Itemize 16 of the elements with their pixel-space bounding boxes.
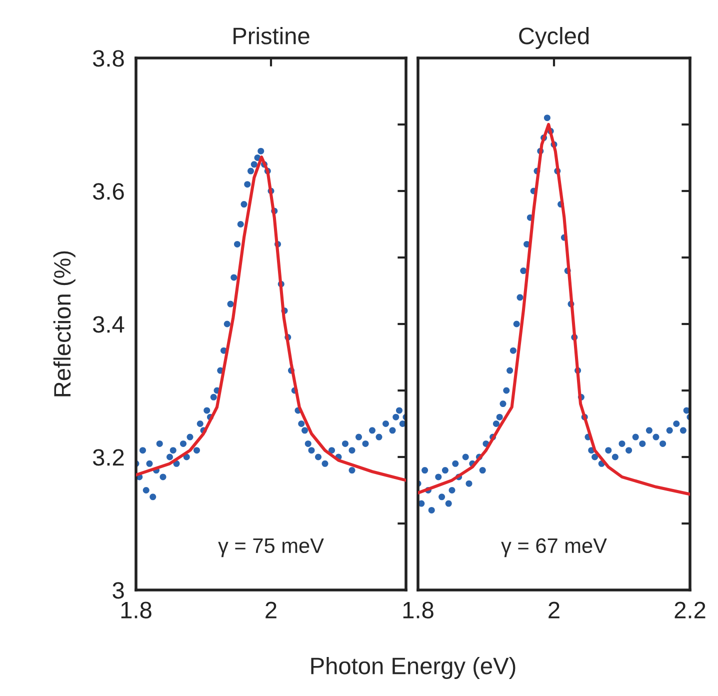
- chart-title: Pristine: [234, 27, 310, 44]
- x-axis-title: Photon Energy (eV): [311, 656, 516, 680]
- y-tick-label: 3.8: [92, 50, 124, 67]
- y-tick-label: 3.2: [92, 449, 124, 466]
- x-tick-label: 2.2: [674, 602, 706, 618]
- x-tick-label: 1.8: [121, 602, 152, 618]
- y-tick-label: 3.4: [92, 316, 124, 333]
- x-tick-label: 2: [548, 602, 560, 618]
- y-tick-label: 3: [112, 582, 124, 599]
- chart-title: Cycled: [519, 27, 589, 50]
- x-tick-label: 1.8: [403, 602, 434, 618]
- annotation: γ = 67 meV: [501, 538, 607, 558]
- annotation: γ = 75 meV: [218, 538, 324, 558]
- x-tick-label: 2: [266, 602, 276, 618]
- y-axis-title: Reflection (%): [53, 251, 76, 396]
- y-tick-label: 3.6: [92, 183, 124, 200]
